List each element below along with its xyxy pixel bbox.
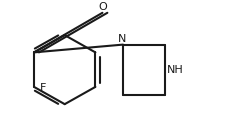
Text: F: F: [39, 83, 46, 93]
Text: O: O: [98, 2, 106, 12]
Text: N: N: [117, 34, 125, 43]
Text: NH: NH: [166, 65, 183, 75]
